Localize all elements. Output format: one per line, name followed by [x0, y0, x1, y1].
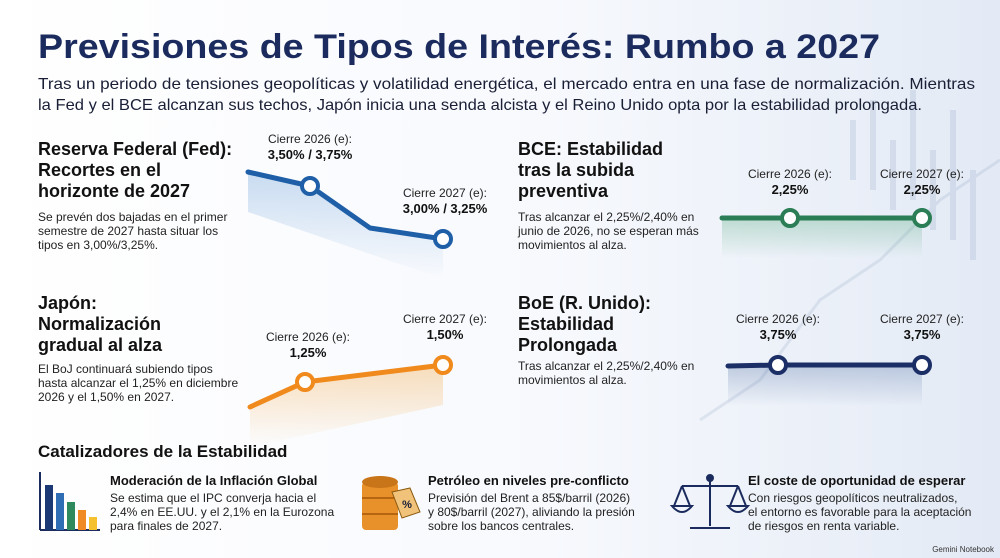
panel-title: Normalización	[38, 314, 161, 334]
panel-description: movimientos al alza.	[518, 373, 627, 387]
trend-point	[433, 355, 453, 375]
point-value: 1,25%	[290, 345, 327, 360]
catalyst-text: Previsión del Brent a 85$/barril (2026)	[428, 491, 630, 505]
panel-title: preventiva	[518, 181, 609, 201]
point-value: 2,25%	[772, 182, 809, 197]
panel-description: tipos en 3,00%/3,25%.	[38, 238, 158, 252]
trend-area	[728, 365, 922, 406]
trend-point	[295, 372, 315, 392]
panel-description: movimientos al alza.	[518, 238, 627, 252]
panel-title: Prolongada	[518, 335, 618, 355]
point-label: Cierre 2027 (e):	[403, 186, 487, 200]
trend-point	[300, 176, 320, 196]
panel-title: horizonte de 2027	[38, 181, 190, 201]
panel-description: semestre de 2027 hasta situar los	[38, 224, 218, 238]
panel-description: Tras alcanzar el 2,25%/2,40% en	[518, 210, 694, 224]
subtitle: Tras un periodo de tensiones geopolítica…	[38, 76, 975, 93]
subtitle: la Fed y el BCE alcanzan sus techos, Jap…	[38, 97, 922, 114]
icon-glyph: %	[402, 499, 412, 511]
panel-title: gradual al alza	[38, 335, 163, 355]
catalyst-title: Moderación de la Inflación Global	[110, 473, 317, 488]
trend-line	[725, 362, 925, 369]
catalyst-text: y 80$/barril (2027), aliviando la presió…	[428, 505, 635, 519]
point-label: Cierre 2026 (e):	[268, 132, 352, 146]
point-value: 3,50% / 3,75%	[268, 147, 353, 162]
icon-scale	[669, 474, 751, 529]
panel-title: tras la subida	[518, 160, 635, 180]
catalyst-text: para finales de 2027.	[110, 519, 222, 533]
catalyst-text: de riesgos en renta variable.	[748, 519, 899, 533]
trend-area	[722, 218, 922, 258]
section-title: Catalizadores de la Estabilidad	[38, 442, 287, 461]
trend-point	[912, 208, 932, 228]
title: Previsiones de Tipos de Interés: Rumbo a…	[38, 28, 880, 66]
panel-description: hasta alcanzar el 1,25% en diciembre	[38, 376, 238, 390]
catalyst-text: el entorno es favorable para la aceptaci…	[748, 505, 971, 519]
trend-point	[780, 208, 800, 228]
icon-oil-barrel: %	[362, 476, 421, 530]
catalyst-title: Petróleo en niveles pre-conflicto	[428, 473, 629, 488]
trend-point	[433, 229, 453, 249]
panel-description: Se prevén dos bajadas en el primer	[38, 210, 227, 224]
panel-title: Japón:	[38, 293, 97, 313]
panel-title: BCE: Estabilidad	[518, 139, 663, 159]
trend-point	[768, 355, 788, 375]
panel-description: junio de 2026, no se esperan más	[517, 224, 699, 238]
trend-line	[245, 169, 446, 242]
point-label: Cierre 2026 (e):	[736, 312, 820, 326]
point-label: Cierre 2026 (e):	[748, 167, 832, 181]
point-label: Cierre 2027 (e):	[880, 167, 964, 181]
point-label: Cierre 2027 (e):	[403, 312, 487, 326]
icon-bar-chart	[39, 472, 100, 531]
panel-description: El BoJ continuará subiendo tipos	[38, 362, 213, 376]
panel-title: Reserva Federal (Fed):	[38, 139, 232, 159]
panel-description: Tras alcanzar el 2,25%/2,40% en	[518, 359, 694, 373]
point-label: Cierre 2026 (e):	[266, 330, 350, 344]
panel-description: 2026 y el 1,50% en 2027.	[38, 390, 174, 404]
catalyst-text: sobre los bancos centrales.	[428, 519, 574, 533]
panel-title: Recortes en el	[38, 160, 161, 180]
catalyst-text: Se estima que el IPC converja hacia el	[110, 491, 316, 505]
point-value: 1,50%	[427, 327, 464, 342]
trend-point	[912, 355, 932, 375]
point-value: 3,75%	[904, 327, 941, 342]
point-value: 3,75%	[760, 327, 797, 342]
point-value: 3,00% / 3,25%	[403, 201, 488, 216]
catalyst-text: Con riesgos geopolíticos neutralizados,	[748, 491, 957, 505]
panel-title: BoE (R. Unido):	[518, 293, 651, 313]
catalyst-title: El coste de oportunidad de esperar	[748, 473, 965, 488]
catalyst-text: 2,4% en EE.UU. y el 2,1% en la Eurozona	[110, 505, 334, 519]
point-value: 2,25%	[904, 182, 941, 197]
point-label: Cierre 2027 (e):	[880, 312, 964, 326]
trend-area	[248, 172, 443, 279]
footer-brand: Gemini Notebook	[932, 545, 995, 554]
panel-title: Estabilidad	[518, 314, 614, 334]
